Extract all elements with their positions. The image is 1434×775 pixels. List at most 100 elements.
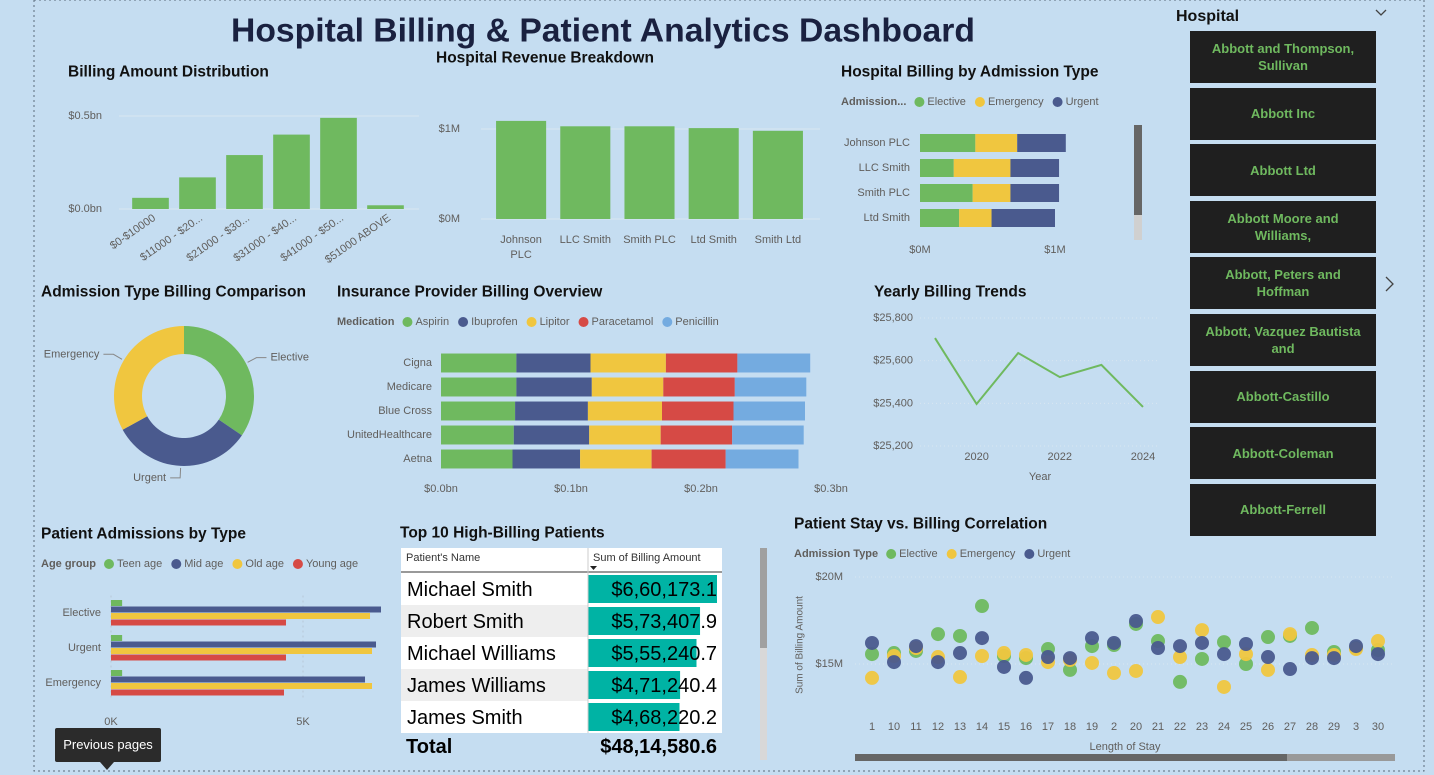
legend-marker — [104, 559, 114, 569]
x-tick-label: 12 — [932, 721, 944, 733]
y-tick-label: LLC Smith — [859, 162, 910, 174]
slicer-item[interactable]: Abbott and Thompson, Sullivan — [1190, 31, 1376, 83]
scatter-point — [1129, 663, 1143, 678]
y-tick-label: UnitedHealthcare — [347, 429, 432, 441]
scatter-point — [1305, 620, 1319, 635]
bar — [624, 126, 675, 219]
scrollbar-thumb[interactable] — [1134, 125, 1142, 215]
y-tick-label: $25,600 — [873, 355, 913, 367]
bar — [688, 128, 739, 219]
bar — [111, 689, 284, 696]
slicer-item[interactable]: Abbott Ltd — [1190, 144, 1376, 197]
slicer-item[interactable]: Abbott-Castillo — [1190, 370, 1376, 423]
scatter-point — [1063, 651, 1077, 666]
scatter-point — [1151, 640, 1165, 655]
scatter-point — [1261, 630, 1275, 645]
scatter-point — [1283, 627, 1297, 642]
legend-marker — [974, 97, 985, 107]
legend-title: Age group — [41, 558, 96, 570]
slicer-item[interactable]: Abbott, Peters and Hoffman — [1190, 257, 1376, 310]
billing-amount: $5,55,240.7 — [611, 643, 717, 665]
scatter-point — [953, 646, 967, 661]
y-tick-label: $20M — [815, 571, 843, 583]
legend-label: Emergency — [960, 548, 1016, 560]
next-page-arrow[interactable] — [1385, 276, 1394, 292]
scrollbar-track[interactable] — [760, 548, 767, 760]
x-tick-label: 5K — [296, 716, 310, 728]
slicer-item[interactable]: Abbott-Ferrell — [1190, 483, 1376, 536]
y-tick-label: $0.5bn — [68, 110, 102, 122]
legend-label: Elective — [899, 548, 938, 560]
scatter-point — [1327, 651, 1341, 666]
billing-amount: $4,68,220.2 — [611, 707, 717, 729]
bar — [111, 641, 376, 648]
bar — [111, 600, 123, 606]
x-tick-label: 19 — [1086, 721, 1098, 733]
bar-segment — [725, 449, 799, 469]
slicer-item[interactable]: Abbott Moore and Williams, — [1190, 200, 1376, 253]
bar-segment — [515, 401, 588, 421]
legend-label: Elective — [927, 96, 966, 108]
bar-segment — [512, 449, 581, 469]
scatter-point — [1019, 670, 1033, 685]
scatter-point — [1371, 647, 1385, 662]
bar-segment — [734, 377, 807, 397]
bar-segment — [516, 377, 592, 397]
scatter-point — [1217, 647, 1231, 662]
x-tick-label: $0.1bn — [554, 483, 588, 495]
legend-marker — [914, 97, 925, 107]
donut-slice — [184, 326, 254, 436]
legend-marker — [1024, 549, 1035, 559]
scatter-point — [1305, 651, 1319, 666]
slicer-item[interactable]: Abbott Inc — [1190, 87, 1376, 140]
bar-segment — [662, 401, 734, 421]
total-value: $48,14,580.6 — [600, 736, 717, 758]
x-tick-label: Ltd Smith — [690, 234, 736, 246]
scatter-point — [1085, 631, 1099, 646]
y-tick-label: $25,400 — [873, 397, 913, 409]
billing-amount: $4,71,240.4 — [611, 675, 717, 697]
donut-slice — [122, 416, 242, 466]
x-tick-label: 23 — [1196, 721, 1208, 733]
scatter-point — [1107, 635, 1121, 650]
chart-title: Hospital Revenue Breakdown — [436, 50, 654, 67]
legend-label: Lipitor — [540, 316, 570, 328]
bar-segment — [651, 449, 726, 469]
chart-title: Billing Amount Distribution — [68, 64, 269, 81]
total-label: Total — [406, 736, 452, 758]
legend-marker — [886, 549, 897, 559]
donut-slice — [114, 326, 184, 430]
x-tick-label: 15 — [998, 721, 1010, 733]
scatter-point — [1173, 639, 1187, 654]
y-tick-label: $25,800 — [873, 312, 913, 324]
scatter-point — [931, 655, 945, 670]
scatter-point — [1085, 655, 1099, 670]
scatter-point — [975, 648, 989, 663]
slicer-item[interactable]: Abbott, Vazquez Bautista and — [1190, 314, 1376, 366]
y-tick-label: Ltd Smith — [864, 212, 910, 224]
slicer-item[interactable]: Abbott-Coleman — [1190, 427, 1376, 480]
scatter-point — [1129, 614, 1143, 629]
x-tick-label: 13 — [954, 721, 966, 733]
y-axis-title: Sum of Billing Amount — [795, 596, 806, 694]
slicer-chevron[interactable] — [1375, 9, 1387, 16]
scatter-point — [865, 670, 879, 685]
billing-amount: $5,73,407.9 — [611, 611, 717, 633]
legend-marker — [292, 559, 303, 569]
scatter-point — [1151, 610, 1165, 625]
scrollbar-thumb[interactable] — [855, 754, 1287, 761]
chart-title: Patient Admissions by Type — [41, 526, 246, 543]
x-tick-label: Smith PLC — [623, 234, 676, 246]
bar — [111, 635, 123, 641]
legend-label: Old age — [245, 558, 284, 570]
y-tick-label: Blue Cross — [378, 405, 432, 417]
legend-label: Aspirin — [415, 316, 449, 328]
y-tick-label: Emergency — [45, 677, 101, 689]
chart-title: Yearly Billing Trends — [874, 284, 1026, 301]
legend-marker — [1052, 97, 1063, 107]
legend-label: Emergency — [988, 96, 1044, 108]
y-tick-label: $0.0bn — [68, 203, 102, 215]
x-tick-label: 18 — [1064, 721, 1076, 733]
scrollbar-thumb[interactable] — [760, 548, 767, 648]
